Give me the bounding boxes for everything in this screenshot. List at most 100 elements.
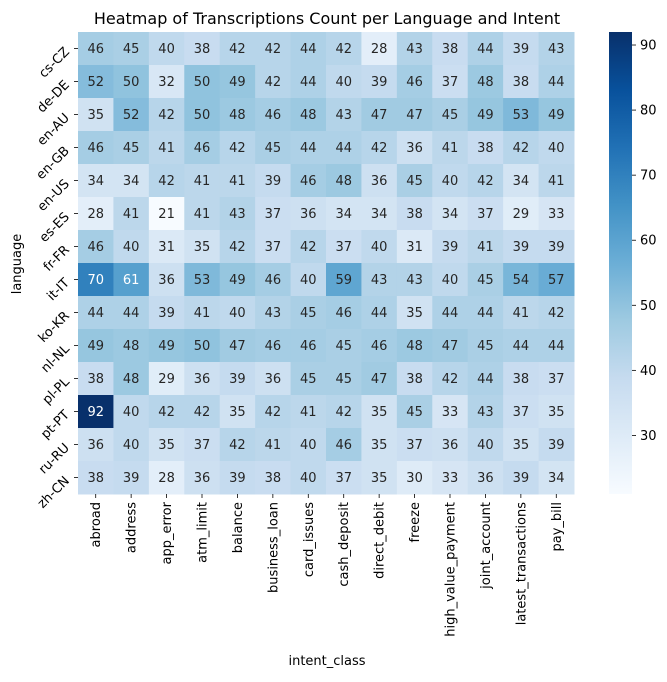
cell-value-label: 42 <box>335 405 352 420</box>
heatmap-cell <box>219 395 256 429</box>
cell-value-label: 50 <box>194 108 211 123</box>
heatmap-cell <box>538 230 575 264</box>
heatmap-cell <box>113 65 150 99</box>
cell-value-label: 28 <box>158 471 175 486</box>
heatmap-cell <box>432 362 469 396</box>
cell-value-label: 49 <box>548 108 565 123</box>
heatmap-cell <box>148 263 185 297</box>
cell-value-label: 42 <box>158 174 175 189</box>
y-tick-label: pt-PT <box>38 408 73 443</box>
x-axis-label: intent_class <box>288 654 365 669</box>
heatmap-cell <box>148 296 185 330</box>
cell-value-label: 57 <box>548 273 565 288</box>
heatmap-cell <box>538 428 575 462</box>
cell-value-label: 42 <box>335 42 352 57</box>
cell-value-label: 36 <box>158 273 175 288</box>
heatmap-cell <box>467 65 504 99</box>
cell-value-label: 37 <box>548 372 565 387</box>
heatmap-cell <box>148 362 185 396</box>
heatmap-cell <box>467 98 504 132</box>
heatmap-cell <box>113 329 150 363</box>
cell-value-label: 50 <box>123 75 140 90</box>
heatmap-cell <box>467 395 504 429</box>
cell-value-label: 42 <box>548 306 565 321</box>
cell-value-label: 46 <box>300 339 317 354</box>
heatmap-cell <box>432 461 469 495</box>
cell-value-label: 41 <box>194 306 211 321</box>
heatmap-cell <box>396 197 433 231</box>
heatmap-cell <box>184 98 221 132</box>
cell-value-label: 46 <box>265 108 282 123</box>
cell-value-label: 35 <box>87 108 104 123</box>
colorbar-tick-label: 70 <box>640 169 657 184</box>
cell-value-label: 41 <box>158 141 175 156</box>
colorbar-tick-label: 30 <box>640 429 657 444</box>
cell-value-label: 47 <box>371 372 388 387</box>
heatmap-cell <box>396 131 433 165</box>
cell-value-label: 31 <box>158 240 175 255</box>
heatmap-cell <box>432 164 469 198</box>
cell-value-label: 37 <box>265 207 282 222</box>
heatmap-cell <box>432 428 469 462</box>
cell-value-label: 44 <box>123 306 140 321</box>
heatmap-cell <box>255 428 292 462</box>
heatmap-cell <box>361 428 398 462</box>
heatmap-cell <box>219 164 256 198</box>
heatmap-cell <box>290 98 327 132</box>
y-tick-label: nl-NL <box>39 341 74 376</box>
cell-value-label: 43 <box>335 108 352 123</box>
heatmap-cell <box>503 329 540 363</box>
cell-value-label: 53 <box>194 273 211 288</box>
heatmap-cell <box>396 164 433 198</box>
cell-value-label: 45 <box>406 174 423 189</box>
cell-value-label: 45 <box>300 372 317 387</box>
cell-value-label: 29 <box>158 372 175 387</box>
y-tick-label: en-AU <box>35 111 73 149</box>
heatmap-cell <box>255 230 292 264</box>
x-tick-label: atm_limit <box>196 502 211 563</box>
cell-value-label: 21 <box>158 207 175 222</box>
heatmap-cell <box>255 461 292 495</box>
heatmap-cell <box>290 164 327 198</box>
cell-value-label: 40 <box>229 306 246 321</box>
cell-value-label: 40 <box>123 240 140 255</box>
cell-value-label: 54 <box>513 273 530 288</box>
cell-value-label: 35 <box>548 405 565 420</box>
heatmap-cell <box>503 362 540 396</box>
heatmap-cell <box>219 362 256 396</box>
cell-value-label: 38 <box>513 75 530 90</box>
heatmap-cell <box>432 197 469 231</box>
y-tick-label: zh-CN <box>35 474 73 512</box>
x-tick-label: latest_transactions <box>514 502 529 625</box>
cell-value-label: 38 <box>477 141 494 156</box>
cell-value-label: 42 <box>229 42 246 57</box>
heatmap-cell <box>326 329 362 363</box>
cell-value-label: 46 <box>194 141 211 156</box>
heatmap-cell <box>361 230 398 264</box>
heatmap-cell <box>78 428 114 462</box>
cell-value-label: 50 <box>194 339 211 354</box>
heatmap-cell <box>219 197 256 231</box>
heatmap-cell <box>503 98 540 132</box>
cell-value-label: 38 <box>406 372 423 387</box>
heatmap-cell <box>326 461 362 495</box>
heatmap-cell <box>219 131 256 165</box>
cell-value-label: 46 <box>335 438 352 453</box>
heatmap-cell <box>396 395 433 429</box>
heatmap-cell <box>361 461 398 495</box>
heatmap-cell <box>290 428 327 462</box>
heatmap-cell <box>290 197 327 231</box>
heatmap-cell <box>255 131 292 165</box>
cell-value-label: 45 <box>123 141 140 156</box>
heatmap-cell <box>255 362 292 396</box>
cell-value-label: 49 <box>229 273 246 288</box>
heatmap-cell <box>538 164 575 198</box>
heatmap-cell <box>432 263 469 297</box>
heatmap-cell <box>467 461 504 495</box>
cell-value-label: 39 <box>442 240 459 255</box>
cell-value-label: 38 <box>406 207 423 222</box>
cell-value-label: 36 <box>371 174 388 189</box>
heatmap-cell <box>396 461 433 495</box>
cell-value-label: 39 <box>371 75 388 90</box>
cell-value-label: 45 <box>300 306 317 321</box>
